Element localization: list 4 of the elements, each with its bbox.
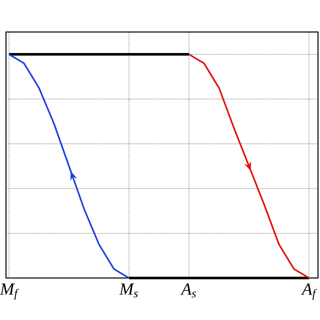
x-tick-label: M$_{s}$ <box>119 284 138 298</box>
x-tick-label: A$_{f}$ <box>300 284 317 300</box>
x-tick-label: M$_{f}$ <box>0 284 19 300</box>
x-tick-label: A$_{s}$ <box>180 284 196 298</box>
